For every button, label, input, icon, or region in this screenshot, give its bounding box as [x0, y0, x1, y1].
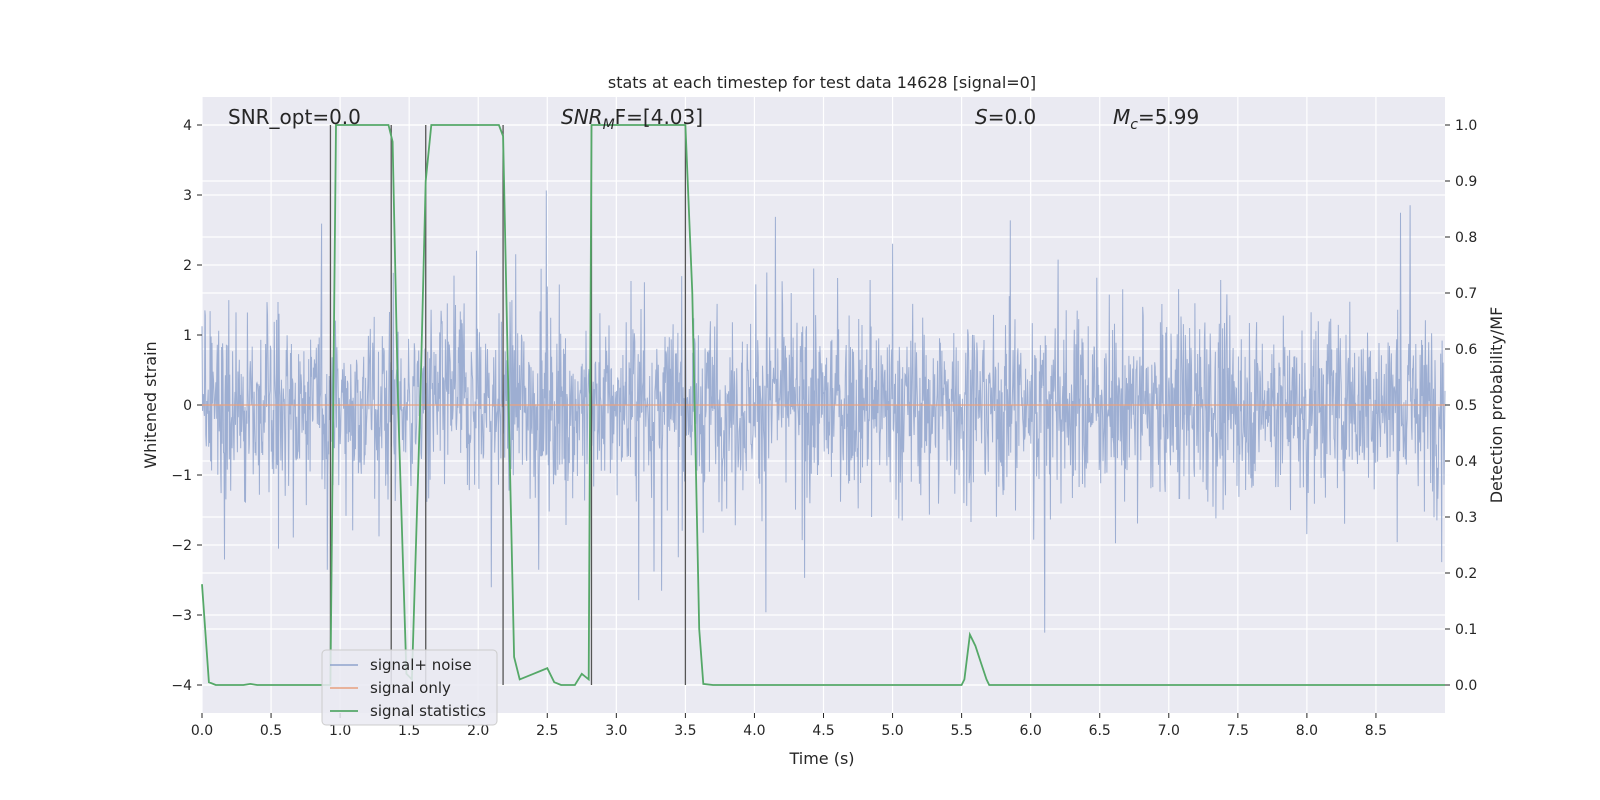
y-tick-label-left: 4: [183, 118, 192, 134]
x-tick-label: 2.5: [536, 723, 558, 739]
x-tick-label: 0.0: [191, 723, 213, 739]
x-tick-label: 4.5: [812, 723, 834, 739]
y-tick-label-left: −4: [171, 678, 192, 694]
y-tick-label-left: 0: [183, 398, 192, 414]
y-tick-label-right: 0.1: [1455, 622, 1477, 638]
annotation-subscript: c: [1130, 117, 1138, 133]
x-tick-label: 3.5: [674, 723, 696, 739]
annotation-s-value: S=0.0: [975, 105, 1036, 129]
annotation-subscript: M: [603, 117, 615, 133]
x-tick-label: 1.5: [398, 723, 420, 739]
y-tick-label-right: 0.3: [1455, 510, 1477, 526]
x-tick-label: 4.0: [743, 723, 765, 739]
x-tick-label: 7.5: [1227, 723, 1249, 739]
annotation-part: =0.0: [988, 105, 1037, 129]
x-tick-label: 5.0: [881, 723, 903, 739]
annotation-part: SNR_opt=0.0: [228, 105, 361, 129]
y-axis-label-right: Detection probability/MF: [1487, 307, 1506, 504]
y-tick-label-right: 0.9: [1455, 174, 1477, 190]
x-axis-label: Time (s): [788, 749, 854, 768]
legend: signal+ noise signal only signal statistic…: [321, 649, 498, 726]
y-tick-label-left: 2: [183, 258, 192, 274]
x-tick-label: 6.0: [1020, 723, 1042, 739]
annotation-part: M: [1113, 105, 1130, 129]
y-tick-label-right: 0.4: [1455, 454, 1477, 470]
x-tick-label: 0.5: [260, 723, 282, 739]
y-tick-label-right: 0.2: [1455, 566, 1477, 582]
x-tick-label: 6.5: [1089, 723, 1111, 739]
chart-title: stats at each timestep for test data 146…: [608, 73, 1036, 92]
signal-statistics-line: [201, 124, 1445, 686]
annotation-snr-mf: SNRMF=[4.03]: [561, 105, 703, 133]
signal-statistics-layer: [201, 124, 1445, 686]
x-tick-label: 7.0: [1158, 723, 1180, 739]
signal-noise-line: [201, 190, 1446, 633]
axes-layer: 0.0 0.5 1.0 1.5 2.0 2.5 3.0 3.5 4.0 4.5 5.0 5.5 6.0 6…: [171, 118, 1477, 739]
y-tick-label-left: 3: [183, 188, 192, 204]
legend-label: signal+ noise: [370, 656, 472, 674]
y-tick-label-left: −2: [171, 538, 192, 554]
y-tick-label-left: −3: [171, 608, 192, 624]
x-tick-label: 5.5: [950, 723, 972, 739]
y-axis-label-left: Whitened strain: [141, 341, 160, 468]
annotation-part: SNR: [561, 105, 603, 129]
y-tick-label-right: 0.7: [1455, 286, 1477, 302]
y-tick-label-right: 1.0: [1455, 118, 1477, 134]
y-tick-label-right: 0.8: [1455, 230, 1477, 246]
annotations-layer: SNR_opt=0.0 SNRMF=[4.03] S=0.0 Mc=5.99: [228, 105, 1199, 133]
legend-label: signal only: [370, 679, 451, 697]
y-tick-label-right: 0.6: [1455, 342, 1477, 358]
annotation-mc-value: Mc=5.99: [1113, 105, 1199, 133]
y-tick-label-left: 1: [183, 328, 192, 344]
x-tick-label: 3.0: [605, 723, 627, 739]
vertical-markers-layer: [329, 125, 687, 685]
y-tick-label-right: 0.0: [1455, 678, 1477, 694]
x-tick-label: 8.5: [1365, 723, 1387, 739]
annotation-part: F=[4.03]: [615, 105, 703, 129]
noise-series-layer: [201, 190, 1446, 633]
annotation-part: S: [975, 105, 988, 129]
legend-label: signal statistics: [370, 702, 486, 720]
y-tick-label-right: 0.5: [1455, 398, 1477, 414]
annotation-part: =5.99: [1138, 105, 1199, 129]
x-tick-label: 1.0: [329, 723, 351, 739]
legend-box: [321, 649, 498, 726]
x-tick-label: 2.0: [467, 723, 489, 739]
y-tick-label-left: −1: [171, 468, 192, 484]
annotation-snr-opt: SNR_opt=0.0: [228, 105, 361, 129]
x-tick-label: 8.0: [1296, 723, 1318, 739]
